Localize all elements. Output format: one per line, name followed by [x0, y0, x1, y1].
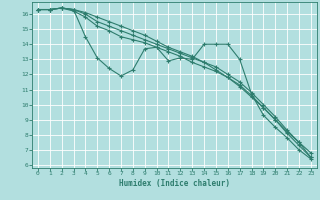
X-axis label: Humidex (Indice chaleur): Humidex (Indice chaleur) — [119, 179, 230, 188]
